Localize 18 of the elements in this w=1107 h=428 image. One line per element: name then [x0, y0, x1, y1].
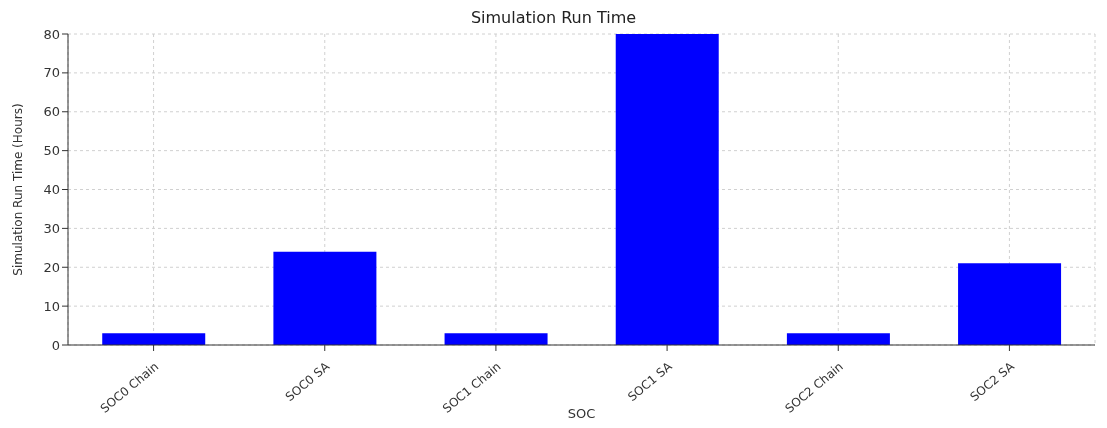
y-axis-title: Simulation Run Time (Hours) — [11, 103, 26, 276]
y-tick-label: 50 — [43, 143, 60, 159]
bar — [786, 333, 890, 345]
bar — [615, 34, 719, 345]
y-tick-label: 0 — [51, 337, 60, 353]
y-tick-label: 20 — [43, 259, 60, 275]
bar — [958, 263, 1062, 345]
chart-title: Simulation Run Time — [469, 8, 638, 27]
bar — [102, 333, 206, 345]
y-tick-label: 40 — [43, 182, 60, 198]
x-axis-title: SOC — [567, 406, 596, 421]
y-tick-label: 60 — [43, 104, 60, 120]
bar — [444, 333, 548, 345]
y-tick-label: 10 — [43, 298, 60, 314]
y-tick-label: 30 — [43, 220, 60, 236]
y-tick-label: 80 — [43, 26, 60, 42]
bar — [273, 251, 377, 345]
y-tick-label: 70 — [43, 65, 60, 81]
